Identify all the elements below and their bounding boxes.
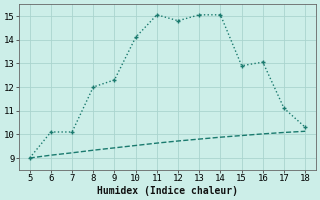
X-axis label: Humidex (Indice chaleur): Humidex (Indice chaleur)	[97, 186, 238, 196]
